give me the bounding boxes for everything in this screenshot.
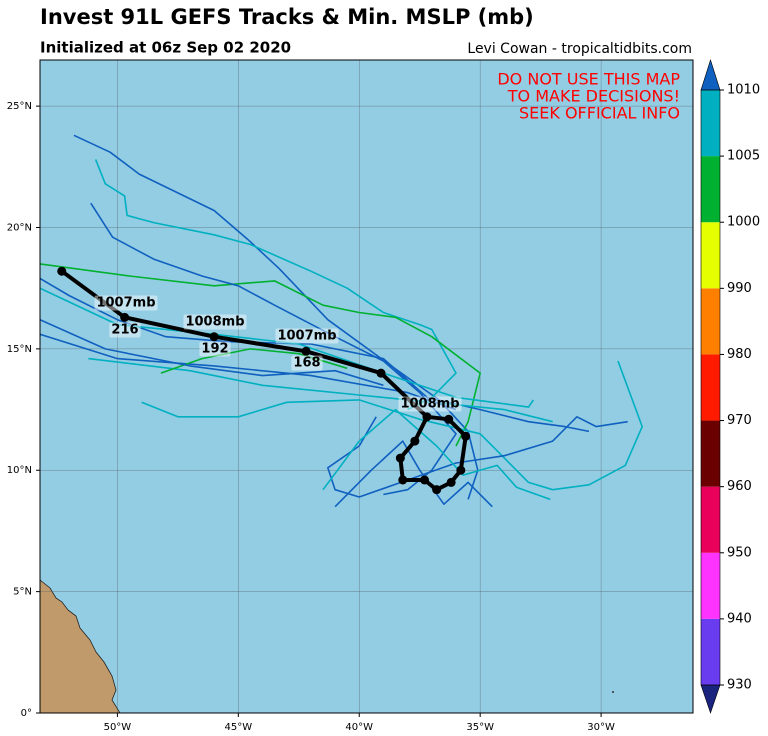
label-box <box>109 322 141 338</box>
colorbar-label: 940 <box>727 611 752 626</box>
mean-track <box>60 269 468 492</box>
x-tick-label: 35°W <box>466 722 494 733</box>
ocean <box>40 60 693 713</box>
label-box <box>199 341 231 357</box>
track-label: 192 <box>201 342 228 357</box>
colorbar-segment <box>701 354 720 421</box>
track-point <box>420 475 430 485</box>
colorbar-label: 970 <box>727 413 752 428</box>
track-point <box>432 485 442 495</box>
track-label: 1007mb <box>96 296 155 311</box>
ensemble-track <box>40 277 590 433</box>
track-point <box>395 453 405 463</box>
track-label: 168 <box>293 356 320 371</box>
track-point <box>301 346 311 356</box>
track-label: 1007mb <box>277 329 336 344</box>
colorbar-label: 1005 <box>727 149 760 164</box>
ensemble-track <box>94 159 457 411</box>
colorbar-label: 990 <box>727 281 752 296</box>
label-box <box>183 314 247 330</box>
subtitle: Initialized at 06z Sep 02 2020 <box>40 39 291 57</box>
warning: TO MAKE DECISIONS! <box>507 87 680 106</box>
colorbar-label: 960 <box>727 479 752 494</box>
x-tick-label: 45°W <box>225 722 253 733</box>
colorbar-segment <box>701 486 720 553</box>
ensemble-track <box>40 263 481 447</box>
track-point <box>376 368 386 378</box>
ensemble-track <box>40 287 535 408</box>
track-label: 216 <box>111 323 138 338</box>
ensemble-track <box>90 202 457 496</box>
label-box <box>275 328 339 344</box>
ensemble-track <box>160 348 348 374</box>
track-point <box>422 412 432 422</box>
track-point <box>444 414 454 424</box>
y-tick-label: 20°N <box>7 222 32 233</box>
island <box>612 691 614 693</box>
title: Invest 91L GEFS Tracks & Min. MSLP (mb) <box>40 5 534 29</box>
y-tick-label: 25°N <box>7 101 32 112</box>
colorbar-segment <box>701 222 720 289</box>
ensemble-track <box>322 408 551 501</box>
y-tick-label: 5°N <box>13 587 32 598</box>
track-label: 1008mb <box>400 397 459 412</box>
warning: SEEK OFFICIAL INFO <box>519 104 680 123</box>
track-label: 1008mb <box>185 315 244 330</box>
warning: DO NOT USE THIS MAP <box>497 70 680 89</box>
y-tick-label: 15°N <box>7 344 32 355</box>
colorbar-segment <box>701 288 720 355</box>
y-tick-label: 0° <box>21 708 32 719</box>
colorbar-segment <box>701 552 720 619</box>
credit: Levi Cowan - tropicaltidbits.com <box>467 41 692 57</box>
track-point <box>410 436 420 446</box>
x-tick-label: 40°W <box>345 722 373 733</box>
track-point <box>456 465 466 475</box>
ensemble-track <box>40 318 384 387</box>
colorbar-segment <box>701 618 720 685</box>
colorbar-label: 1010 <box>727 83 760 98</box>
map-frame <box>39 59 694 714</box>
colorbar-label: 950 <box>727 545 752 560</box>
x-tick-label: 50°W <box>104 722 132 733</box>
track-point <box>446 477 456 487</box>
ensemble-track <box>88 357 553 423</box>
track-point <box>398 475 408 485</box>
colorbar-segment <box>701 156 720 223</box>
colorbar-segment <box>701 90 720 157</box>
colorbar-frame <box>700 89 721 686</box>
label-box <box>291 355 323 371</box>
y-tick-label: 10°N <box>7 465 32 476</box>
coastline <box>40 579 121 713</box>
track-point <box>120 312 130 322</box>
track-point <box>209 332 219 342</box>
label-box <box>398 396 462 412</box>
colorbar-over <box>700 59 721 91</box>
x-tick-label: 30°W <box>587 722 615 733</box>
colorbar-segment <box>701 420 720 487</box>
ensemble-track <box>334 440 493 508</box>
colorbar-label: 1000 <box>727 215 760 230</box>
track-point <box>461 431 471 441</box>
colorbar-label: 980 <box>727 347 752 362</box>
label-box <box>94 295 158 311</box>
map-layer <box>40 60 693 713</box>
ensemble-track <box>141 360 643 491</box>
track-point <box>57 266 67 276</box>
colorbar-under <box>700 684 721 714</box>
colorbar-label: 930 <box>727 678 752 693</box>
ensemble-track <box>40 333 457 411</box>
ensemble-track <box>327 416 628 498</box>
